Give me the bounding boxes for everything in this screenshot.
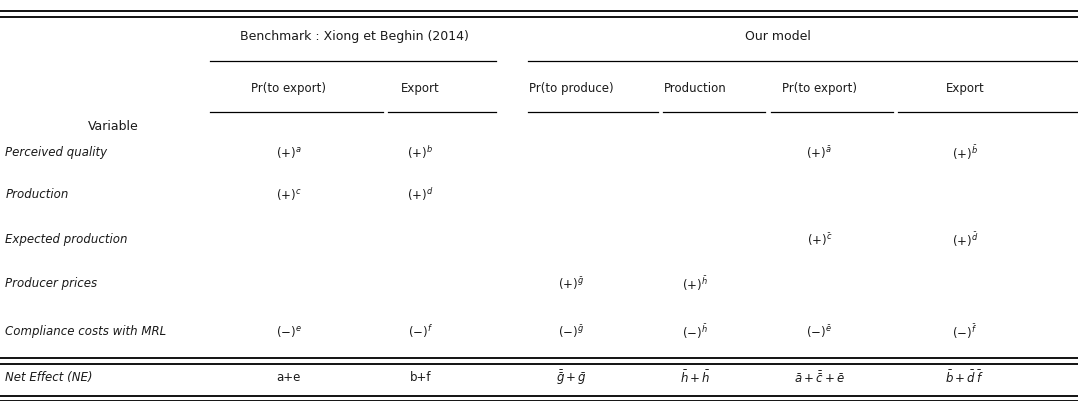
Text: Production: Production xyxy=(5,188,69,201)
Text: $(+)^{\bar{a}}$: $(+)^{\bar{a}}$ xyxy=(806,144,832,161)
Text: $(+)^{\bar{c}}$: $(+)^{\bar{c}}$ xyxy=(806,230,832,247)
Text: Pr(to produce): Pr(to produce) xyxy=(529,82,613,95)
Text: Producer prices: Producer prices xyxy=(5,276,97,289)
Text: Pr(to export): Pr(to export) xyxy=(782,82,857,95)
Text: $(+)^{a}$: $(+)^{a}$ xyxy=(276,145,302,160)
Text: $(+)^{\bar{h}}$: $(+)^{\bar{h}}$ xyxy=(682,273,708,292)
Text: $(-)^{\bar{e}}$: $(-)^{\bar{e}}$ xyxy=(806,322,832,339)
Text: Pr(to export): Pr(to export) xyxy=(251,82,327,95)
Text: a+e: a+e xyxy=(277,371,301,383)
Text: $(+)^{\bar{g}}$: $(+)^{\bar{g}}$ xyxy=(558,274,584,291)
Text: $(+)^{\bar{b}}$: $(+)^{\bar{b}}$ xyxy=(952,143,978,162)
Text: Variable: Variable xyxy=(87,120,139,133)
Text: Net Effect (NE): Net Effect (NE) xyxy=(5,371,93,383)
Text: $\bar{h}+\bar{h}$: $\bar{h}+\bar{h}$ xyxy=(680,369,710,385)
Text: $\bar{\bar{g}}+\bar{g}$: $\bar{\bar{g}}+\bar{g}$ xyxy=(556,368,586,386)
Text: $(-)^{\bar{f}}$: $(-)^{\bar{f}}$ xyxy=(952,322,978,340)
Text: $(-)^{e}$: $(-)^{e}$ xyxy=(276,323,302,338)
Text: $\bar{b}+\bar{d}\,\bar{f}$: $\bar{b}+\bar{d}\,\bar{f}$ xyxy=(945,369,984,385)
Text: $(+)^{\bar{d}}$: $(+)^{\bar{d}}$ xyxy=(952,229,978,248)
Text: $\bar{a}+\bar{\bar{c}}+\bar{e}$: $\bar{a}+\bar{\bar{c}}+\bar{e}$ xyxy=(793,369,845,385)
Text: Export: Export xyxy=(945,82,984,95)
Text: Compliance costs with MRL: Compliance costs with MRL xyxy=(5,324,166,337)
Text: b+f: b+f xyxy=(410,371,431,383)
Text: Benchmark : Xiong et Beghin (2014): Benchmark : Xiong et Beghin (2014) xyxy=(240,30,469,43)
Text: Perceived quality: Perceived quality xyxy=(5,146,108,159)
Text: Export: Export xyxy=(401,82,440,95)
Text: $(+)^{b}$: $(+)^{b}$ xyxy=(407,144,433,161)
Text: $(+)^{d}$: $(+)^{d}$ xyxy=(407,186,433,203)
Text: $(-)^{\bar{h}}$: $(-)^{\bar{h}}$ xyxy=(682,322,708,340)
Text: $(-)^{f}$: $(-)^{f}$ xyxy=(407,322,433,339)
Text: Our model: Our model xyxy=(745,30,812,43)
Text: Production: Production xyxy=(664,82,727,95)
Text: $(+)^{c}$: $(+)^{c}$ xyxy=(276,187,302,202)
Text: $(-)^{\bar{g}}$: $(-)^{\bar{g}}$ xyxy=(558,322,584,339)
Text: Expected production: Expected production xyxy=(5,232,128,245)
